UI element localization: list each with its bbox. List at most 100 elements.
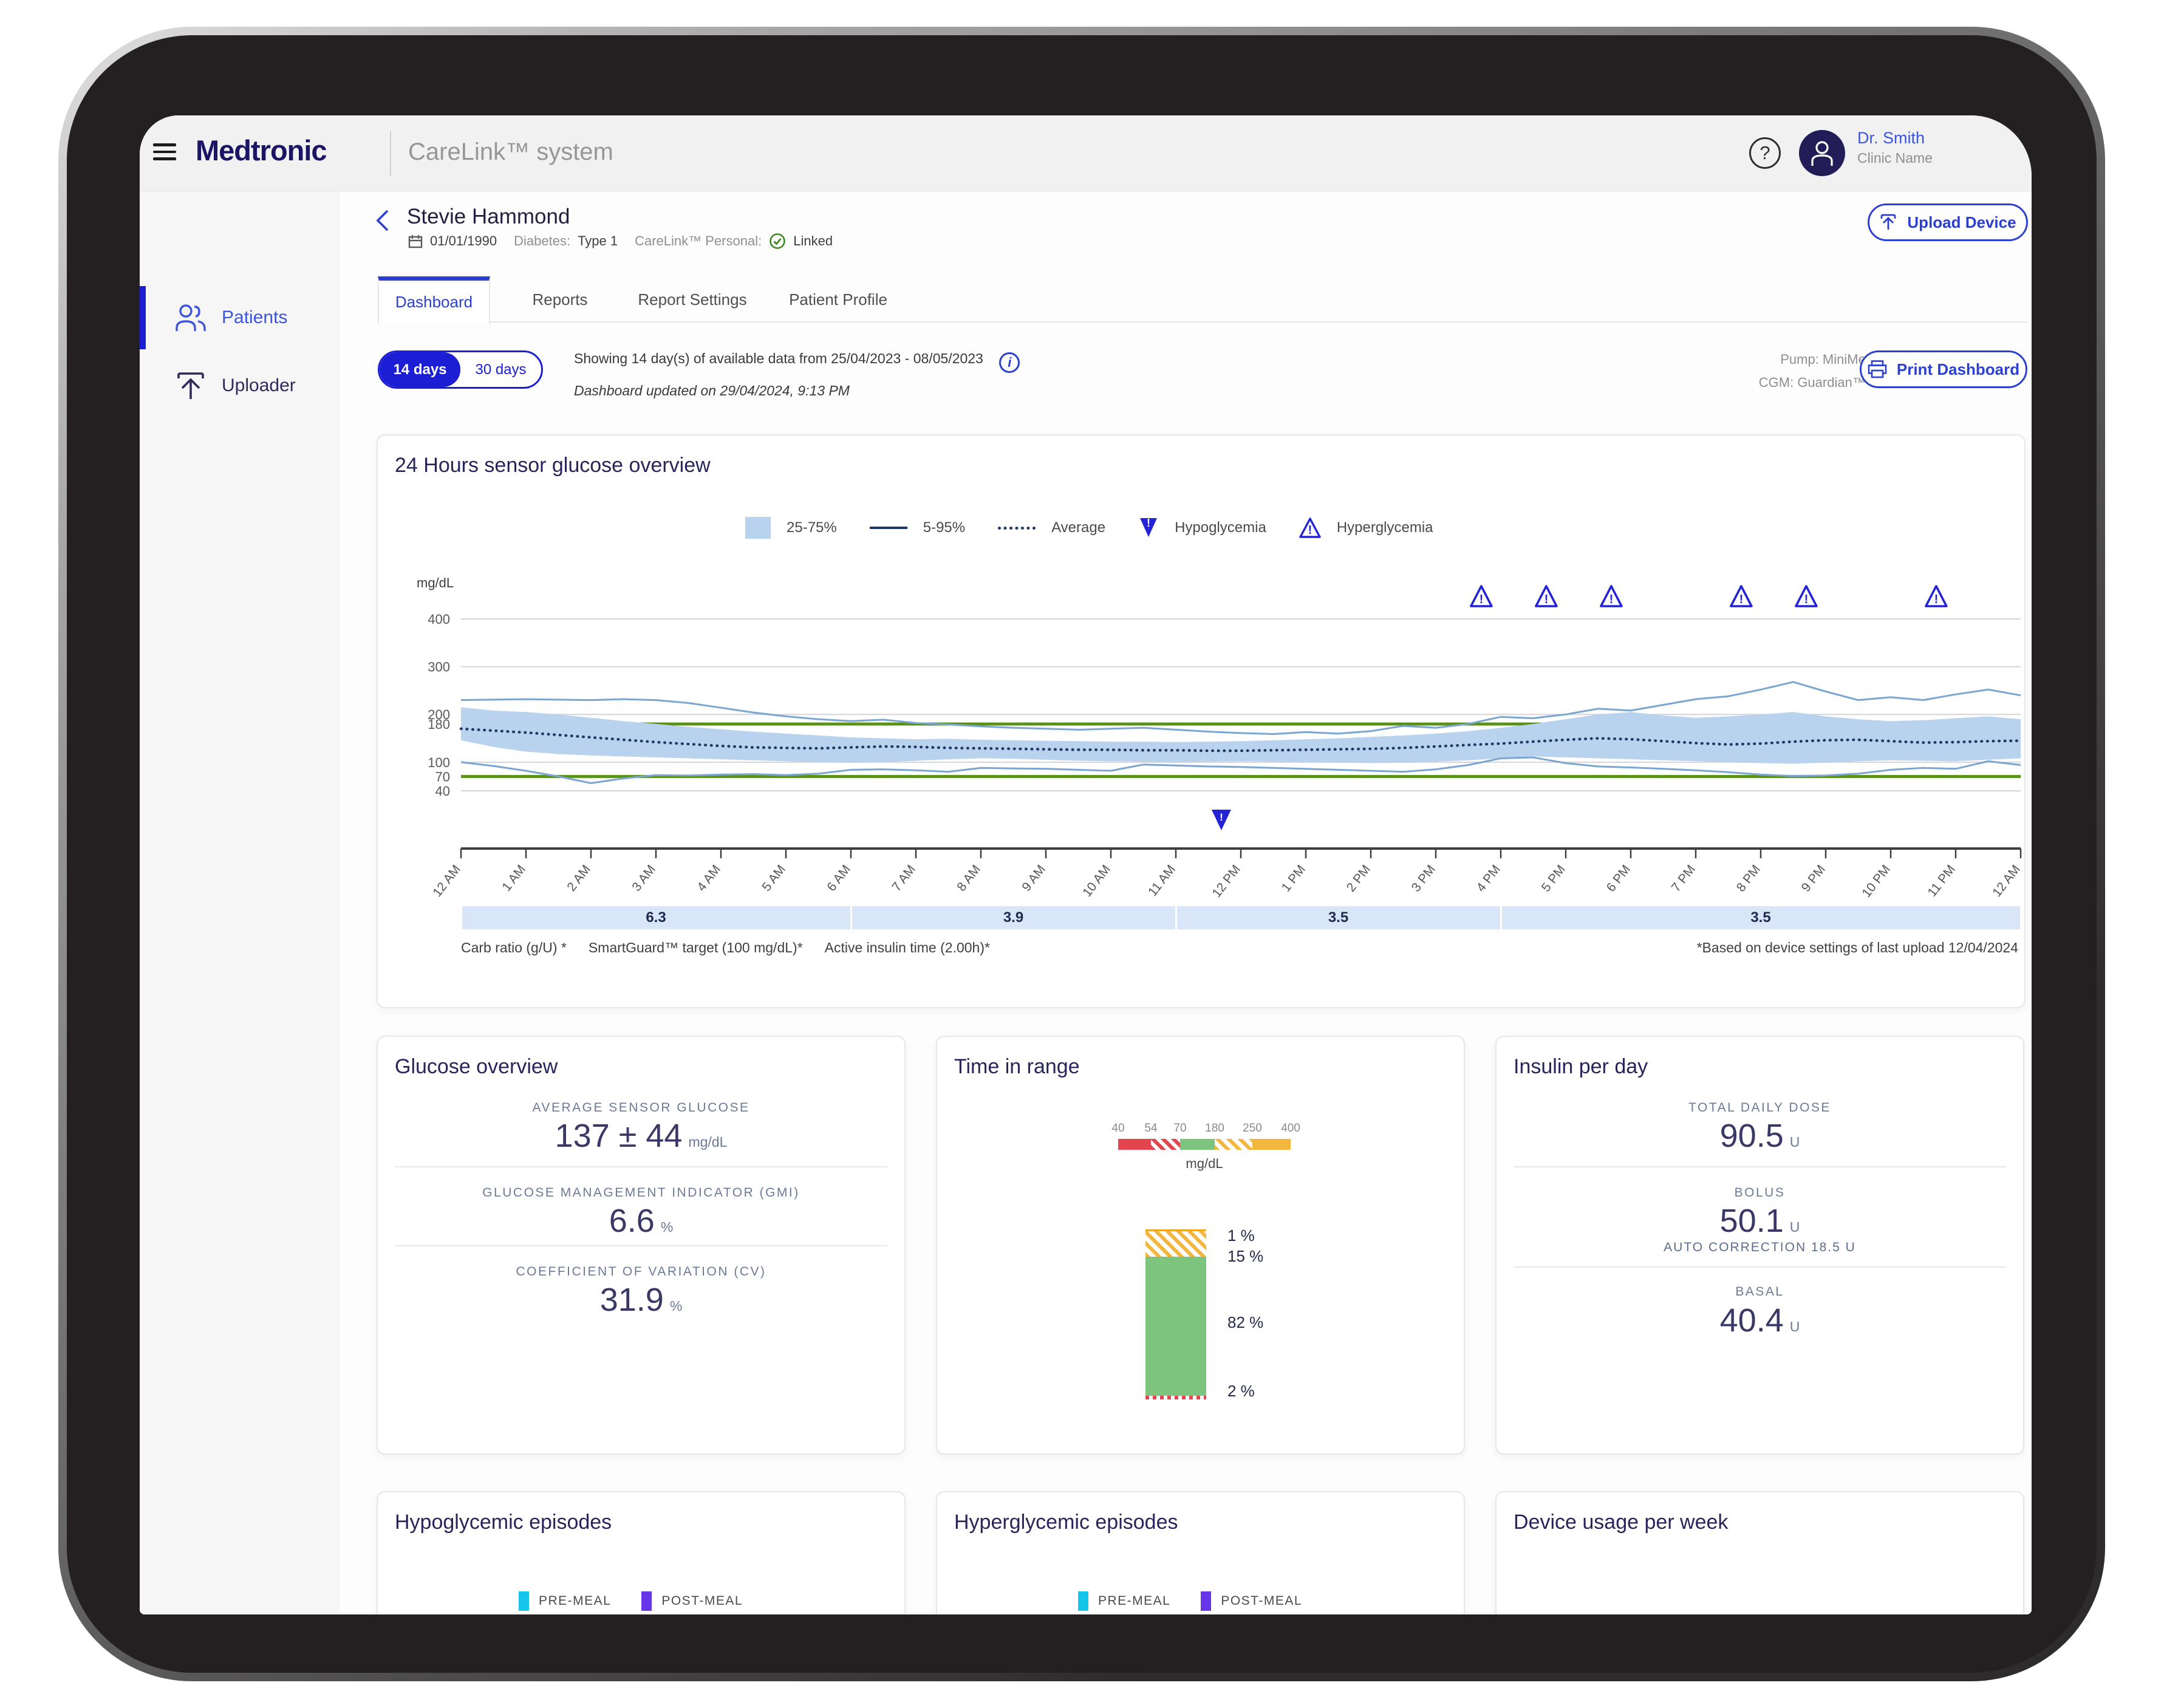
tab-label: Patient Profile [789, 290, 887, 309]
svg-text:11 PM: 11 PM [1925, 863, 1958, 900]
tab-reports[interactable]: Reports [524, 276, 596, 323]
card-title: Device usage per week [1514, 1511, 1729, 1534]
linked-status: Linked [793, 233, 833, 248]
svg-text:2 AM: 2 AM [564, 863, 593, 894]
active-indicator [140, 286, 146, 349]
svg-text:!: ! [1934, 593, 1939, 606]
tir-bar-segment [1145, 1229, 1206, 1231]
svg-text:!: ! [1480, 593, 1484, 606]
svg-text:4 AM: 4 AM [694, 863, 723, 894]
tir-scale-tick: 250 [1243, 1122, 1262, 1135]
sidebar-item-uploader[interactable]: Uploader [140, 354, 340, 417]
tab-report-settings[interactable]: Report Settings [632, 276, 753, 323]
sensor-glucose-card: 24 Hours sensor glucose overview 25-75% … [377, 434, 2026, 1008]
legend-dotted-swatch [998, 526, 1036, 530]
metric-label: TOTAL DAILY DOSE [1688, 1101, 1831, 1115]
tir-scale-tick: 54 [1144, 1122, 1158, 1135]
svg-text:200: 200 [428, 707, 450, 722]
svg-text:400: 400 [428, 612, 450, 627]
tab-label: Dashboard [395, 293, 473, 311]
carb-ratio-bar: 6.3 3.9 3.5 3.5 [378, 906, 2024, 929]
printer-icon [1868, 360, 1887, 378]
svg-text:mg/dL: mg/dL [417, 575, 454, 590]
postmeal-swatch [1201, 1591, 1212, 1611]
episodes-legend: PRE-MEAL POST-MEAL [937, 1591, 1464, 1611]
tir-scale-tick: 400 [1281, 1122, 1300, 1135]
premeal-label: PRE-MEAL [1097, 1594, 1171, 1608]
card-title: Insulin per day [1514, 1055, 1648, 1078]
tir-pct-label: 82 % [1227, 1313, 1264, 1331]
glucose-overview-card: Glucose overview AVERAGE SENSOR GLUCOSE … [377, 1036, 906, 1455]
chart-legend: 25-75% 5-95% Average ! Hypoglycemia ! Hy… [745, 516, 1450, 539]
svg-text:!: ! [1544, 593, 1549, 606]
svg-text:!: ! [1220, 811, 1223, 823]
hypoglycemic-episodes-card: Hypoglycemic episodes PRE-MEAL POST-MEAL [377, 1491, 906, 1614]
upload-device-label: Upload Device [1907, 213, 2016, 231]
card-title: Hypoglycemic episodes [395, 1511, 612, 1534]
avatar[interactable] [1799, 130, 1845, 176]
svg-text:10 PM: 10 PM [1859, 863, 1893, 900]
tir-scale-segment [1215, 1139, 1252, 1150]
tir-bar-segment [1145, 1231, 1206, 1257]
tir-bar-segment [1145, 1396, 1206, 1399]
user-menu[interactable]: Dr. Smith Clinic Name [1857, 129, 1933, 166]
print-dashboard-label: Print Dashboard [1896, 360, 2020, 378]
upload-device-button[interactable]: Upload Device [1868, 203, 2028, 241]
svg-text:7 PM: 7 PM [1669, 863, 1698, 895]
metric-value: 137 ± 44 mg/dL [555, 1118, 728, 1154]
metric-label: AVERAGE SENSOR GLUCOSE [532, 1101, 750, 1115]
range-toggle: 14 days 30 days [378, 350, 543, 389]
sidebar-item-patients[interactable]: Patients [140, 286, 340, 349]
metric-label: BASAL [1735, 1285, 1784, 1299]
help-icon[interactable]: ? [1749, 137, 1781, 169]
svg-text:12 PM: 12 PM [1209, 863, 1243, 900]
linked-check-icon [770, 233, 786, 249]
tab-bar: Dashboard Reports Report Settings Patien… [378, 276, 2027, 324]
carb-ratio-segment: 6.3 [462, 906, 850, 929]
carelink-personal-label: CareLink™ Personal: [635, 233, 762, 248]
diabetes-label: Diabetes: [514, 233, 571, 248]
legend-label: Hypoglycemia [1175, 519, 1266, 536]
header-divider [390, 131, 391, 176]
svg-text:100: 100 [428, 755, 450, 770]
time-in-range-card: Time in range 40 54 70 180 250 400 mg/dL 1 % … [936, 1036, 1465, 1455]
hyperglycemia-icon: ! [1299, 518, 1321, 538]
insulin-per-day-card: Insulin per day TOTAL DAILY DOSE 90.5 U B… [1495, 1036, 2024, 1455]
auto-correction-sub: AUTO CORRECTION 18.5 U [1664, 1240, 1856, 1254]
svg-text:11 AM: 11 AM [1145, 863, 1178, 899]
print-dashboard-button[interactable]: Print Dashboard [1860, 350, 2027, 388]
svg-text:!: ! [1804, 593, 1809, 606]
legend-label: 5-95% [923, 519, 966, 536]
legend-label: 25-75% [787, 519, 837, 536]
svg-text:!: ! [1609, 593, 1614, 606]
svg-text:40: 40 [435, 784, 450, 799]
tab-patient-profile[interactable]: Patient Profile [783, 276, 893, 323]
svg-text:70: 70 [435, 769, 450, 784]
info-icon[interactable]: i [999, 352, 1020, 373]
svg-text:12 AM: 12 AM [1990, 863, 2023, 900]
postmeal-swatch [641, 1591, 652, 1611]
card-title: Hyperglycemic episodes [954, 1511, 1178, 1534]
metric-value: 50.1 U [1719, 1203, 1800, 1239]
tir-scale-segment [1151, 1139, 1180, 1150]
metric-label: BOLUS [1734, 1186, 1786, 1200]
metric-value: 31.9% [599, 1282, 683, 1318]
svg-text:8 AM: 8 AM [954, 863, 983, 894]
hypoglycemia-icon: ! [1140, 517, 1158, 537]
toggle-30-days[interactable]: 30 days [475, 361, 527, 378]
tab-dashboard[interactable]: Dashboard [378, 276, 490, 324]
svg-text:12 AM: 12 AM [430, 863, 463, 900]
episodes-legend: PRE-MEAL POST-MEAL [378, 1591, 904, 1611]
card-title: Time in range [954, 1055, 1080, 1078]
person-icon [1811, 141, 1833, 166]
svg-text:5 AM: 5 AM [759, 863, 788, 894]
toggle-14-days[interactable]: 14 days [380, 352, 460, 387]
tablet-frame: Medtronic CareLink™ system ? Dr. Smith C… [58, 27, 2105, 1681]
svg-text:8 PM: 8 PM [1734, 863, 1763, 895]
back-chevron-icon[interactable] [375, 208, 390, 233]
hamburger-menu-icon[interactable] [153, 143, 176, 165]
footnote-device-settings: *Based on device settings of last upload… [1696, 940, 2018, 955]
patient-dob: 01/01/1990 [430, 233, 497, 248]
svg-text:1 AM: 1 AM [499, 863, 528, 894]
carb-ratio-segment: 3.5 [1501, 906, 2020, 929]
